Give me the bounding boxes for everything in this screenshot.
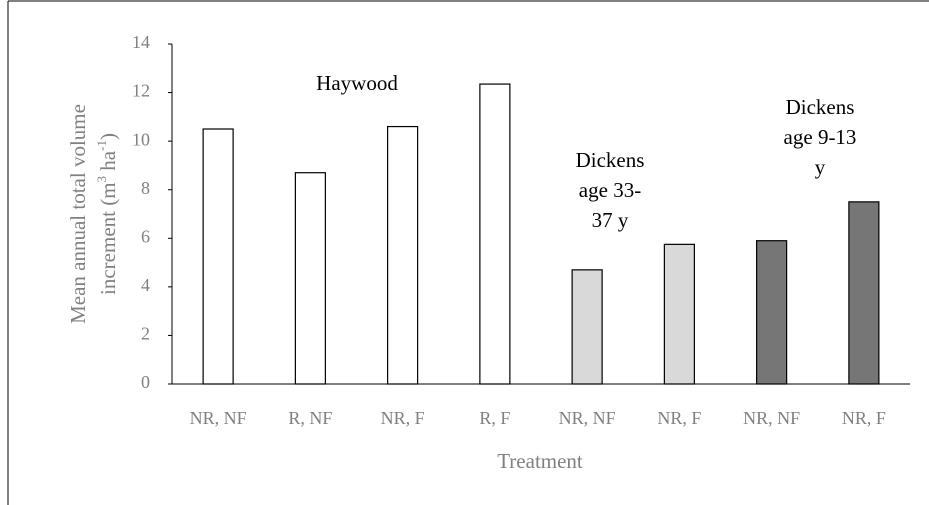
x-tick-label: NR, NF bbox=[190, 408, 247, 428]
annotation: 37 y bbox=[592, 208, 629, 232]
bar bbox=[479, 83, 511, 385]
bar bbox=[571, 269, 603, 385]
x-tick-label: NR, F bbox=[842, 408, 886, 428]
y-tick-label: 6 bbox=[141, 226, 150, 246]
annotation: y bbox=[815, 155, 826, 179]
x-tick-label: NR, NF bbox=[743, 408, 800, 428]
y-axis-title-part: increment (m bbox=[96, 182, 120, 295]
annotation: Haywood bbox=[316, 71, 398, 95]
bar bbox=[848, 201, 880, 385]
annotation: age 9-13 bbox=[784, 125, 857, 149]
y-axis-title-part: 3 bbox=[94, 176, 109, 183]
bar bbox=[756, 240, 788, 385]
bar bbox=[202, 128, 234, 385]
bar bbox=[663, 243, 695, 385]
x-tick-label: R, NF bbox=[288, 408, 332, 428]
y-tick-label: 10 bbox=[132, 129, 150, 149]
annotation: Dickens bbox=[576, 148, 645, 172]
y-axis-title-part: ha bbox=[96, 150, 120, 176]
y-axis-title: Mean annual total volume bbox=[66, 104, 90, 324]
x-tick-label: NR, NF bbox=[559, 408, 616, 428]
annotation: Dickens bbox=[786, 95, 855, 119]
bar bbox=[387, 125, 419, 385]
y-tick-label: 8 bbox=[141, 178, 150, 198]
bar bbox=[294, 172, 326, 385]
y-tick-label: 4 bbox=[141, 275, 150, 295]
y-axis-title-part: -1 bbox=[94, 140, 109, 151]
y-axis-title: increment (m3 ha-1) bbox=[94, 133, 120, 295]
y-tick-label: 0 bbox=[141, 372, 150, 392]
y-tick-label: 12 bbox=[132, 81, 150, 101]
y-tick-label: 14 bbox=[132, 32, 150, 52]
x-tick-label: NR, F bbox=[657, 408, 701, 428]
y-tick-label: 2 bbox=[141, 324, 150, 344]
x-tick-label: NR, F bbox=[381, 408, 425, 428]
x-tick-label: R, F bbox=[479, 408, 510, 428]
y-axis-title-part: ) bbox=[96, 133, 120, 140]
annotation: age 33- bbox=[579, 178, 641, 202]
x-axis-title: Treatment bbox=[497, 449, 583, 473]
